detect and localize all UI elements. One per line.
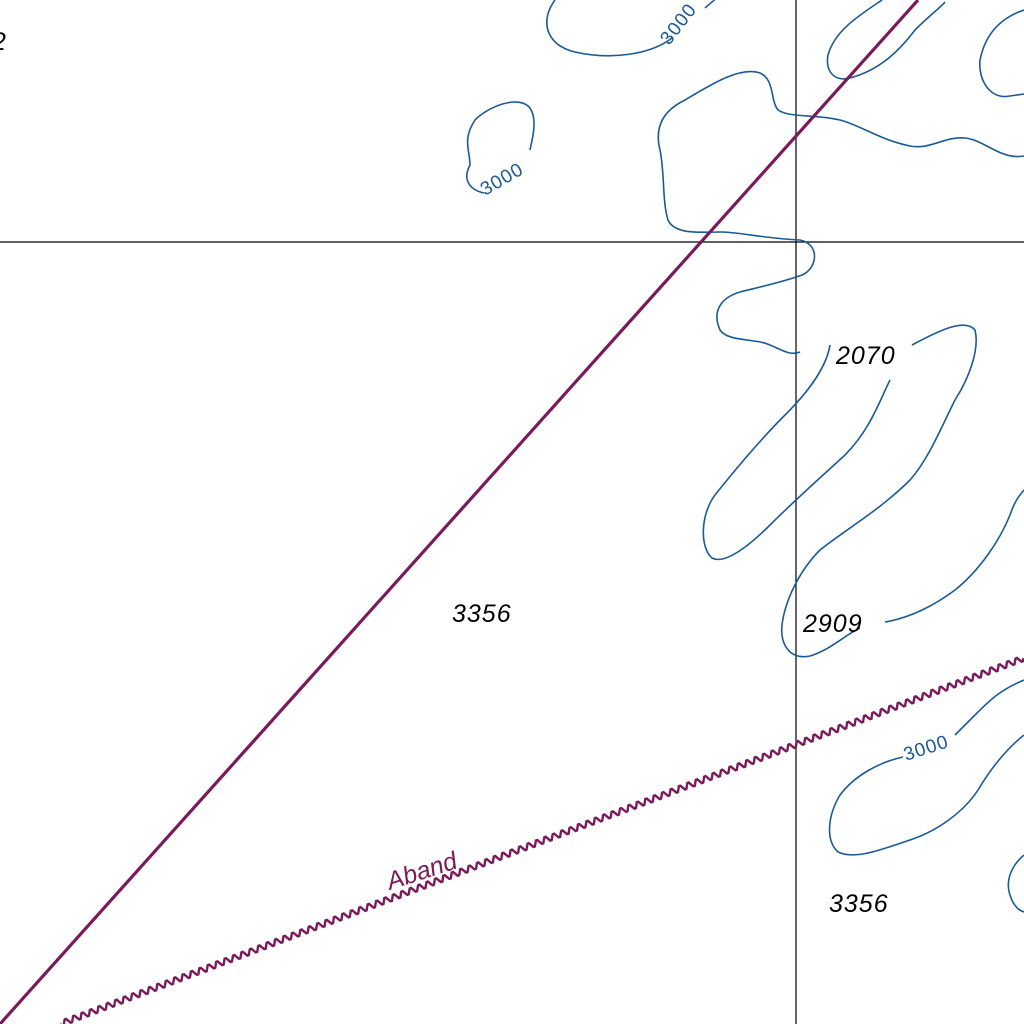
contour-label: 3000 xyxy=(477,159,528,200)
contour-line xyxy=(955,680,1024,735)
cable-label: Aband xyxy=(381,846,461,896)
contour-line xyxy=(782,325,976,657)
depth-sounding: 2070 xyxy=(835,342,896,370)
abandoned-cable-line xyxy=(60,658,1023,1024)
depth-contours xyxy=(467,0,1024,912)
contour-label: 3000 xyxy=(656,0,701,49)
depth-sounding: 2909 xyxy=(802,610,863,638)
depth-sounding: 3356 xyxy=(452,600,512,628)
edge-label-fragment: 2 xyxy=(0,28,7,56)
contour-label: 3000 xyxy=(901,731,952,765)
contour-line xyxy=(547,0,672,56)
contour-line xyxy=(885,490,1024,622)
contour-line xyxy=(703,345,890,559)
depth-sounding: 3356 xyxy=(829,890,889,918)
contour-line xyxy=(980,10,1024,97)
contour-line xyxy=(705,0,715,8)
contour-line xyxy=(658,72,1024,354)
contour-labels: 3000 3000 3000 xyxy=(477,0,952,766)
contour-line xyxy=(827,0,945,79)
contour-line xyxy=(1008,855,1024,912)
